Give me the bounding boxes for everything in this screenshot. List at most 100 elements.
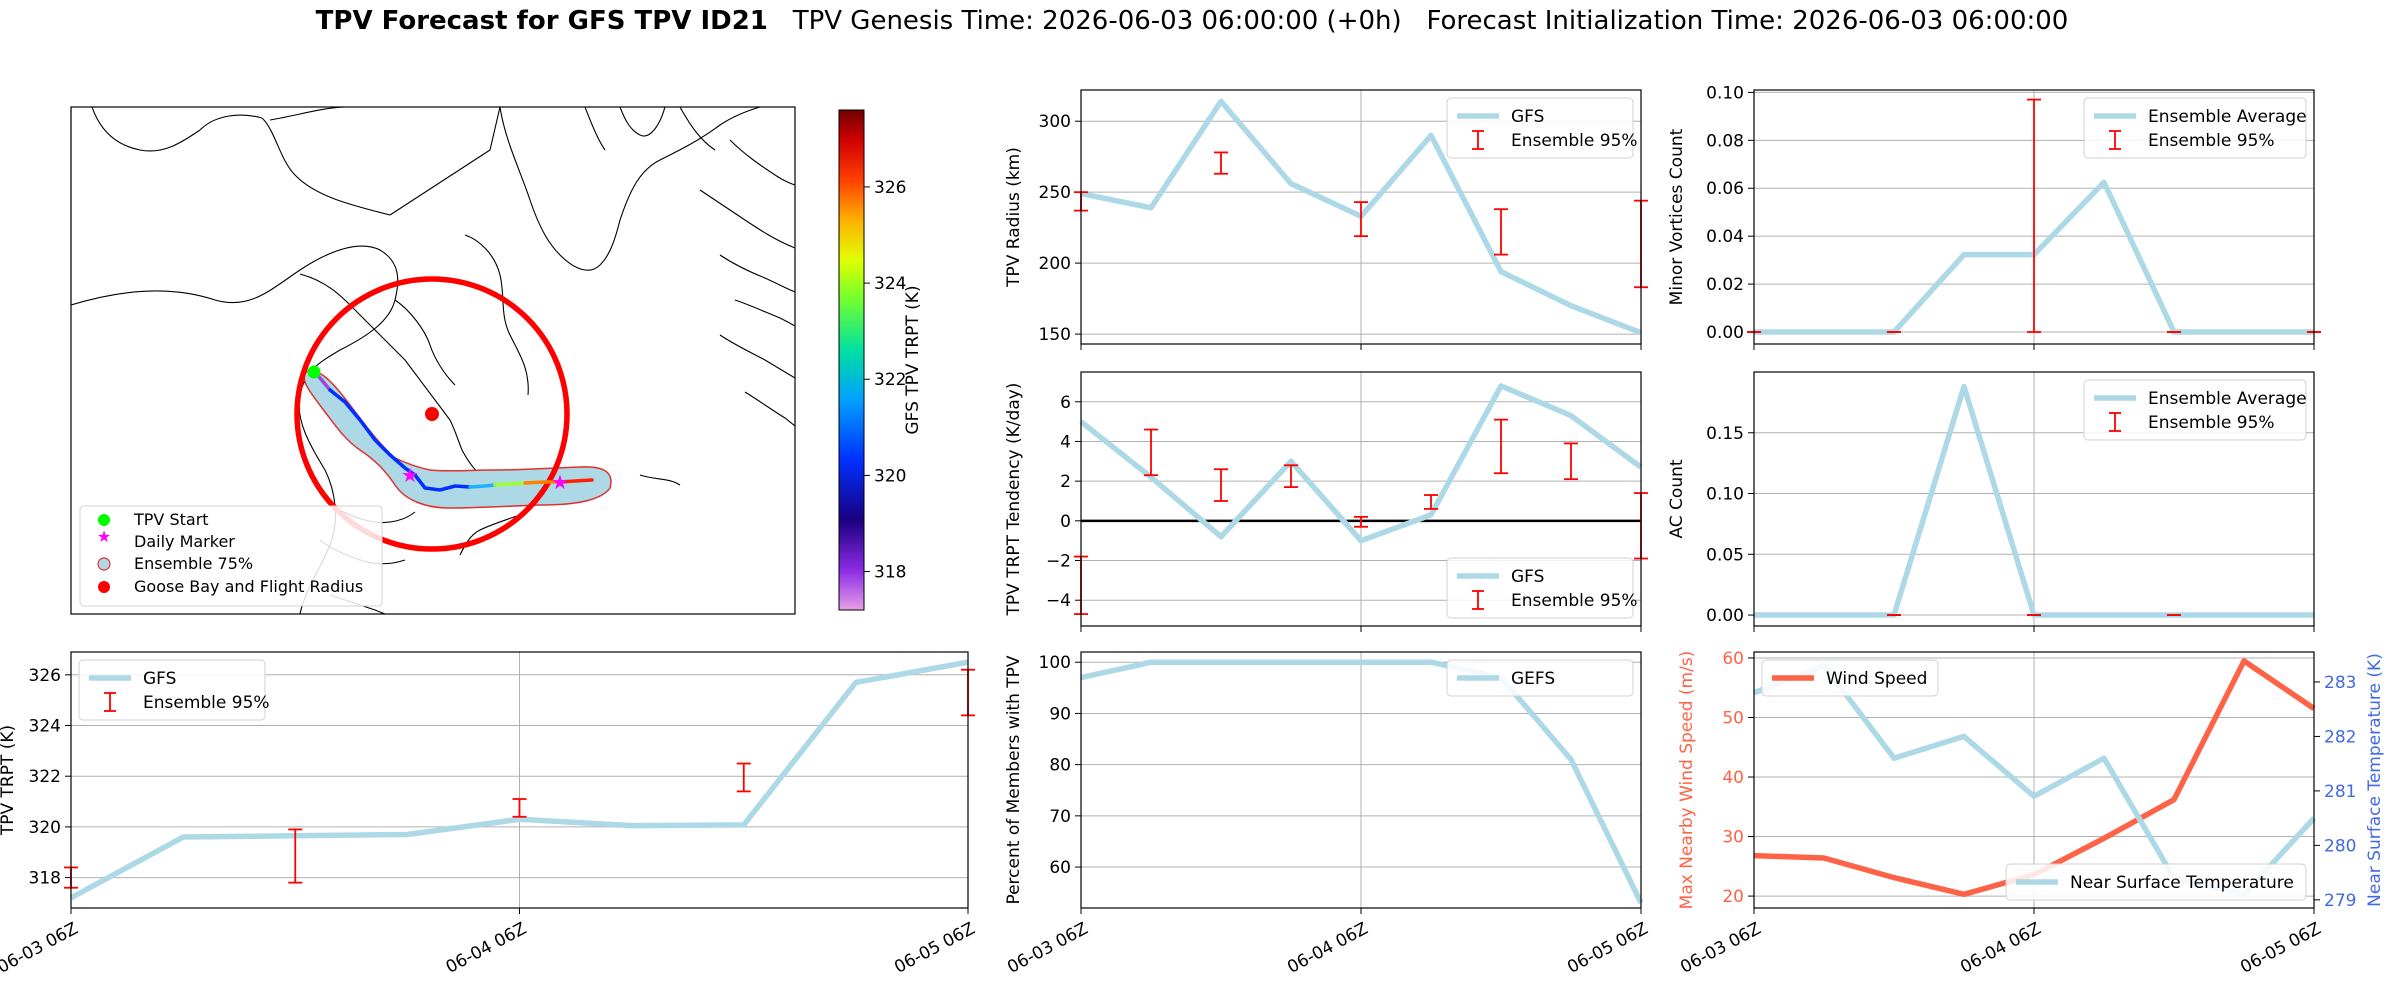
y-tick-label: 326: [29, 666, 61, 686]
goose-bay-marker: [425, 407, 439, 421]
panel-minor: 0.00 0.02 0.04 0.06 0.08 0.10 Minor Vortices C…: [1667, 83, 2321, 350]
x-tick-label: 06-05 06Z: [1564, 919, 1651, 978]
y-axis-label: AC Count: [1667, 459, 1687, 538]
figure-title: TPV Forecast for GFS TPV ID21 TPV Genesi…: [0, 6, 2384, 36]
y-tick-label: 0.05: [1706, 545, 1744, 565]
legend-label: Wind Speed: [1826, 669, 1927, 689]
y-tick-label: 80: [1049, 756, 1071, 776]
y-tick-label: 40: [1722, 768, 1744, 788]
y2-tick-label: 281: [2324, 782, 2356, 802]
panel-ac: 0.00 0.05 0.10 0.15 AC Count Ensemble Average…: [1667, 371, 2315, 632]
legend-box: [2005, 863, 2307, 901]
series-line-gefs: [1080, 659, 1644, 905]
x-tick-label: 06-04 06Z: [443, 919, 530, 978]
legend-marker-daily: ★: [97, 527, 111, 546]
map-legend: ★ TPV Start Daily Marker Ensemble 75% Go…: [79, 505, 383, 607]
axes-frame: [1753, 371, 2315, 627]
axes-frame: [1080, 371, 1642, 627]
y-tick-label: 0: [1060, 512, 1071, 532]
y-tick-label: 60: [1722, 649, 1744, 669]
series-line-gfs: [1079, 383, 1643, 544]
legend-label: GFS: [1511, 107, 1544, 127]
colorbar-tick-label: 318: [874, 563, 906, 583]
x-tick-label: 06-05 06Z: [2237, 919, 2324, 978]
y-tick-label: 0.10: [1706, 83, 1744, 103]
legend-box: [1761, 659, 1939, 697]
legend-box: [2083, 379, 2307, 441]
y-tick-label: 0.02: [1706, 275, 1744, 295]
y-tick-label: 2: [1060, 472, 1071, 492]
legend: Wind Speed: [1761, 659, 1939, 697]
y-tick-label: 4: [1060, 432, 1071, 452]
y-tick-label: 0.04: [1706, 227, 1744, 247]
legend-label: Ensemble Average: [2148, 389, 2307, 409]
map-coastlines: [71, 107, 795, 614]
x-tick-label: 06-03 06Z: [1677, 919, 1764, 978]
legend: Ensemble Average Ensemble 95%: [2083, 379, 2307, 441]
y-tick-label: 0.06: [1706, 179, 1744, 199]
legend-label-daily: Daily Marker: [134, 532, 235, 551]
y-tick-label: 250: [1039, 183, 1071, 203]
legend: GEFS: [1446, 659, 1634, 697]
y2-tick-label: 279: [2324, 891, 2356, 911]
legend-label: Ensemble Average: [2148, 107, 2307, 127]
y-tick-label: 0.10: [1706, 485, 1744, 505]
y-tick-label: 322: [29, 767, 61, 787]
legend: GFS Ensemble 95%: [1446, 97, 1638, 159]
series-line-gfs: [69, 659, 969, 901]
legend-label: Ensemble 95%: [2148, 131, 2275, 151]
y-tick-label: 150: [1039, 325, 1071, 345]
y2-tick-label: 283: [2324, 673, 2356, 693]
y-tick-label: 200: [1039, 254, 1071, 274]
y-axis-label: Minor Vortices Count: [1667, 128, 1687, 305]
y-tick-label: 60: [1049, 858, 1071, 878]
panel-trpt: 318 320 322 324 326 06-03 06Z 06-04 06Z 06-05 0…: [0, 651, 978, 978]
axes-frame: [1753, 651, 2315, 909]
legend-label: GFS: [1511, 567, 1544, 587]
y-axis-label: TPV Radius (km): [1004, 147, 1024, 288]
legend-label: GEFS: [1511, 669, 1555, 689]
x-tick-label: 06-03 06Z: [0, 919, 81, 978]
y-axis-label: TPV TRPT Tendency (K/day): [1004, 383, 1024, 617]
axes-frame: [70, 651, 969, 909]
colorbar-scale: [838, 109, 865, 611]
legend-label: Ensemble 95%: [2148, 413, 2275, 433]
legend: Near Surface Temperature: [2005, 863, 2307, 901]
y-tick-label: 0.00: [1706, 323, 1744, 343]
legend-label: Ensemble 95%: [143, 693, 270, 713]
flight-radius-circle: [294, 276, 570, 552]
legend-box: [78, 659, 266, 721]
legend: GFS Ensemble 95%: [1446, 557, 1638, 619]
panel-tendency: −4 −2 0 2 4 6 TPV TRPT Tendency (K/day) GFS Ense…: [1004, 371, 1648, 632]
y-tick-label: 0.00: [1706, 606, 1744, 626]
y-axis-label: Max Nearby Wind Speed (m/s): [1677, 651, 1697, 910]
axes-frame: [1080, 651, 1642, 909]
y2-axis-label: Near Surface Temperature (K): [2365, 653, 2384, 907]
legend-label-start: TPV Start: [133, 510, 209, 529]
colorbar: 318 320 322 324 326 GFS TPV TRPT (K): [838, 109, 923, 611]
panel-radius: 150 200 250 300 TPV Radius (km) GFS Ensemble 9…: [1004, 89, 1648, 350]
legend: Ensemble Average Ensemble 95%: [2083, 97, 2307, 159]
legend-box: [1446, 659, 1634, 697]
legend: GFS Ensemble 95%: [78, 659, 270, 721]
y-tick-label: 320: [29, 818, 61, 838]
title-init: Forecast Initialization Time: 2026-06-03…: [1426, 6, 2069, 36]
y2-tick-label: 280: [2324, 836, 2356, 856]
title-bold: TPV Forecast for GFS TPV ID21: [315, 6, 768, 36]
daily-marker-1: ★: [401, 463, 419, 487]
y-tick-label: −2: [1046, 552, 1071, 572]
colorbar-tick-label: 320: [874, 466, 906, 486]
y-tick-label: 0.15: [1706, 424, 1744, 444]
y-tick-label: 20: [1722, 887, 1744, 907]
legend-label-ensemble: Ensemble 75%: [134, 554, 253, 573]
y-tick-label: −4: [1046, 591, 1071, 611]
y-tick-label: 324: [29, 717, 61, 737]
y2-tick-label: 282: [2324, 727, 2356, 747]
colorbar-tick-label: 324: [874, 274, 906, 294]
y-tick-label: 318: [29, 869, 61, 889]
panel-wind_temp: 20 30 40 50 60 06-03 06Z 06-04 06Z 06-05 06Z Max…: [1677, 649, 2384, 978]
legend-label-goosebay: Goose Bay and Flight Radius: [134, 577, 363, 596]
legend-label: Near Surface Temperature: [2070, 873, 2294, 893]
x-tick-label: 06-05 06Z: [891, 919, 978, 978]
